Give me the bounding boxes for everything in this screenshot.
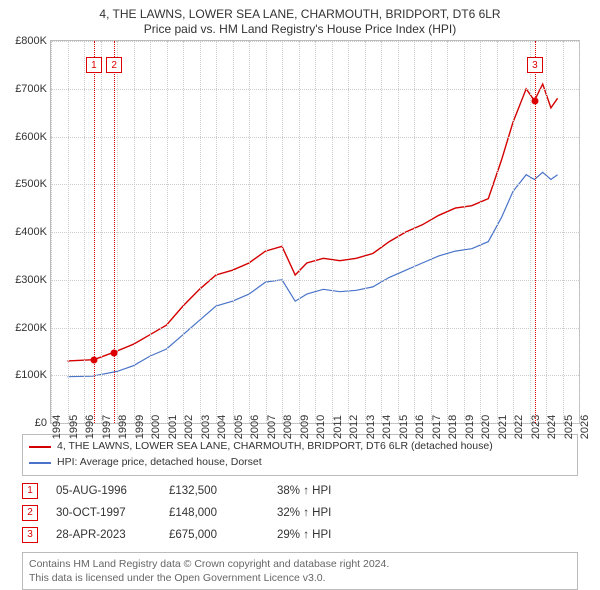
legend-label: 4, THE LAWNS, LOWER SEA LANE, CHARMOUTH,… [57,439,493,455]
x-axis-label: 2009 [299,415,311,439]
y-axis-label: £400K [15,226,47,238]
event-date: 05-AUG-1996 [56,485,151,497]
event-row: 2 30-OCT-1997 £148,000 32% ↑ HPI [22,502,578,524]
legend-swatch [29,462,51,464]
x-axis-label: 1994 [51,415,63,439]
footer-attribution: Contains HM Land Registry data © Crown c… [22,552,578,590]
series-hpi [68,172,558,376]
event-number: 2 [22,505,38,521]
x-axis-label: 2022 [513,415,525,439]
marker-dot-2 [111,349,118,356]
x-axis-label: 2008 [282,415,294,439]
marker-dot-1 [90,356,97,363]
event-delta: 38% ↑ HPI [277,485,331,497]
y-axis-label: £500K [15,178,47,190]
marker-dot-3 [531,97,538,104]
y-axis-label: £800K [15,35,47,47]
chart-title-line1: 4, THE LAWNS, LOWER SEA LANE, CHARMOUTH,… [0,0,600,22]
x-axis-label: 2013 [365,415,377,439]
marker-box-1: 1 [86,57,102,73]
x-axis-label: 1997 [101,415,113,439]
event-delta: 32% ↑ HPI [277,507,331,519]
x-axis-label: 2018 [447,415,459,439]
event-price: £675,000 [169,529,259,541]
x-axis-label: 2011 [332,415,344,439]
event-row: 1 05-AUG-1996 £132,500 38% ↑ HPI [22,480,578,502]
marker-box-3: 3 [527,57,543,73]
x-axis-label: 2000 [150,415,162,439]
y-axis-label: £300K [15,274,47,286]
legend-item: 4, THE LAWNS, LOWER SEA LANE, CHARMOUTH,… [29,439,571,455]
legend-label: HPI: Average price, detached house, Dors… [57,455,262,471]
x-axis-label: 2006 [249,415,261,439]
event-number: 3 [22,527,38,543]
event-date: 28-APR-2023 [56,529,151,541]
event-price: £132,500 [169,485,259,497]
x-axis-label: 2004 [216,415,228,439]
x-axis-label: 1995 [68,415,80,439]
x-axis-label: 2021 [497,415,509,439]
x-axis-label: 2024 [546,415,558,439]
x-axis-label: 2010 [315,415,327,439]
x-axis-label: 2017 [431,415,443,439]
x-axis-label: 2016 [414,415,426,439]
x-axis-label: 2020 [480,415,492,439]
events-table: 1 05-AUG-1996 £132,500 38% ↑ HPI 2 30-OCT-199… [22,480,578,546]
event-row: 3 28-APR-2023 £675,000 29% ↑ HPI [22,524,578,546]
event-price: £148,000 [169,507,259,519]
x-axis-label: 2002 [183,415,195,439]
y-axis-label: £0 [35,417,47,429]
x-axis-label: 2019 [464,415,476,439]
x-axis-label: 2012 [348,415,360,439]
y-axis-label: £200K [15,322,47,334]
chart-title-line2: Price paid vs. HM Land Registry's House … [0,22,600,40]
legend-item: HPI: Average price, detached house, Dors… [29,455,571,471]
legend-swatch [29,446,51,448]
x-axis-label: 2003 [200,415,212,439]
y-axis-label: £700K [15,83,47,95]
event-delta: 29% ↑ HPI [277,529,331,541]
x-axis-label: 1998 [117,415,129,439]
x-axis-label: 2014 [381,415,393,439]
event-number: 1 [22,483,38,499]
footer-line2: This data is licensed under the Open Gov… [29,571,571,585]
legend-box: 4, THE LAWNS, LOWER SEA LANE, CHARMOUTH,… [22,434,578,476]
y-axis-label: £600K [15,131,47,143]
x-axis-label: 2005 [233,415,245,439]
y-axis-label: £100K [15,369,47,381]
event-date: 30-OCT-1997 [56,507,151,519]
price-chart: £0£100K£200K£300K£400K£500K£600K£700K£80… [50,40,580,424]
x-axis-label: 1999 [134,415,146,439]
marker-box-2: 2 [106,57,122,73]
footer-line1: Contains HM Land Registry data © Crown c… [29,557,571,571]
x-axis-label: 2001 [167,415,179,439]
x-axis-label: 2015 [398,415,410,439]
x-axis-label: 2026 [579,415,591,439]
x-axis-label: 2007 [266,415,278,439]
series-property [68,84,558,361]
x-axis-label: 2025 [563,415,575,439]
